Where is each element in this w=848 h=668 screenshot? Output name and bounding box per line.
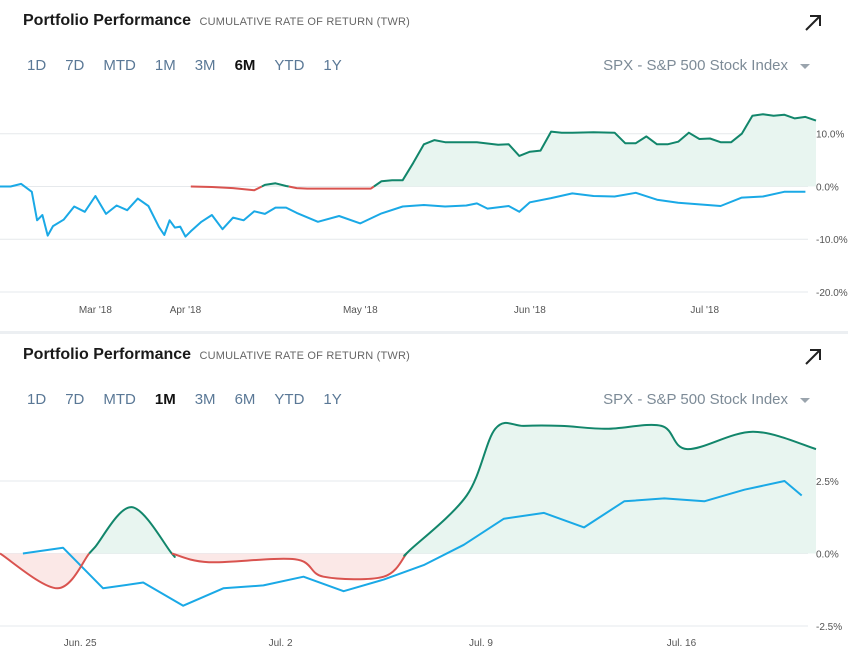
range-tab-6m[interactable]: 6M [234, 391, 256, 408]
y-tick-label: 2.5% [816, 477, 839, 488]
chart-subtitle: CUMULATIVE RATE OF RETURN (TWR) [199, 350, 410, 362]
chart-title: Portfolio Performance [23, 346, 192, 363]
x-tick-label: Jun '18 [514, 305, 546, 316]
y-tick-label: -10.0% [816, 235, 848, 246]
y-tick-label: 0.0% [816, 182, 839, 193]
portfolio-performance-panel-6m: Portfolio Performance CUMULATIVE RATE OF… [0, 0, 848, 331]
benchmark-dropdown[interactable]: SPX - S&P 500 Stock Index [603, 57, 810, 74]
range-tab-1y[interactable]: 1Y [323, 391, 342, 408]
range-tab-mtd[interactable]: MTD [103, 391, 136, 408]
time-range-tabs: 1D 7D MTD 1M 3M 6M YTD 1Y [27, 57, 361, 74]
benchmark-dropdown[interactable]: SPX - S&P 500 Stock Index [603, 391, 810, 408]
range-tab-1m[interactable]: 1M [154, 391, 176, 408]
range-tab-1m[interactable]: 1M [154, 57, 176, 74]
range-tab-3m[interactable]: 3M [194, 391, 216, 408]
range-tab-6m[interactable]: 6M [234, 57, 256, 74]
portfolio-line-loss [288, 185, 375, 190]
portfolio-line-gain [403, 421, 817, 557]
panel-header: Portfolio Performance CUMULATIVE RATE OF… [23, 12, 410, 30]
chart-title: Portfolio Performance [23, 12, 192, 29]
cumulative-return-chart-6m: 10.0% 0.0% -10.0% -20.0% Mar '18 Apr '18 May '… [0, 113, 848, 316]
benchmark-label: SPX - S&P 500 Stock Index [603, 391, 788, 408]
range-tab-7d[interactable]: 7D [65, 391, 85, 408]
benchmark-line [0, 182, 806, 238]
cumulative-return-chart-1m: 2.5% 0.0% -2.5% Jun. 25 Jul. 2 Jul. 9 Jul. 16 [0, 421, 842, 649]
portfolio-gain-area [89, 507, 175, 557]
benchmark-label: SPX - S&P 500 Stock Index [603, 57, 788, 74]
portfolio-performance-panel-1m: Portfolio Performance CUMULATIVE RATE OF… [0, 334, 848, 668]
y-tick-label: 10.0% [816, 130, 844, 141]
chevron-down-icon [800, 63, 810, 69]
x-tick-label: Mar '18 [79, 305, 112, 316]
panel-divider [0, 331, 848, 334]
portfolio-loss-area [0, 553, 90, 589]
portfolio-line-loss [0, 552, 90, 590]
range-tab-ytd[interactable]: YTD [274, 57, 305, 74]
x-tick-label: Jul. 16 [667, 638, 697, 649]
portfolio-line-gain [373, 113, 817, 188]
chevron-down-icon [800, 397, 810, 403]
time-range-tabs: 1D 7D MTD 1M 3M 6M YTD 1Y [27, 391, 361, 408]
range-tab-mtd[interactable]: MTD [103, 57, 136, 74]
range-tab-7d[interactable]: 7D [65, 57, 85, 74]
x-tick-label: May '18 [343, 305, 378, 316]
expand-arrow-icon[interactable] [804, 14, 822, 32]
range-tab-1y[interactable]: 1Y [323, 57, 342, 74]
x-tick-label: Jul. 9 [469, 638, 493, 649]
portfolio-gain-area [404, 422, 816, 556]
x-tick-label: Jul '18 [690, 305, 719, 316]
y-tick-label: 0.0% [816, 550, 839, 561]
range-tab-1d[interactable]: 1D [27, 391, 47, 408]
y-tick-label: -20.0% [816, 288, 848, 299]
range-tab-1d[interactable]: 1D [27, 57, 47, 74]
range-tab-ytd[interactable]: YTD [274, 391, 305, 408]
portfolio-line-loss [190, 185, 263, 192]
portfolio-gain-area [373, 114, 816, 187]
portfolio-line-gain [261, 182, 289, 188]
x-tick-label: Jul. 2 [269, 638, 293, 649]
portfolio-loss-area [171, 553, 407, 580]
x-tick-label: Jun. 25 [64, 638, 97, 649]
portfolio-line-loss [171, 552, 408, 581]
chart-subtitle: CUMULATIVE RATE OF RETURN (TWR) [199, 16, 410, 28]
panel-header: Portfolio Performance CUMULATIVE RATE OF… [23, 346, 410, 364]
x-tick-label: Apr '18 [170, 305, 202, 316]
portfolio-line-gain [88, 506, 176, 558]
y-tick-label: -2.5% [816, 622, 842, 633]
expand-arrow-icon[interactable] [804, 348, 822, 366]
range-tab-3m[interactable]: 3M [194, 57, 216, 74]
benchmark-line [22, 480, 803, 607]
